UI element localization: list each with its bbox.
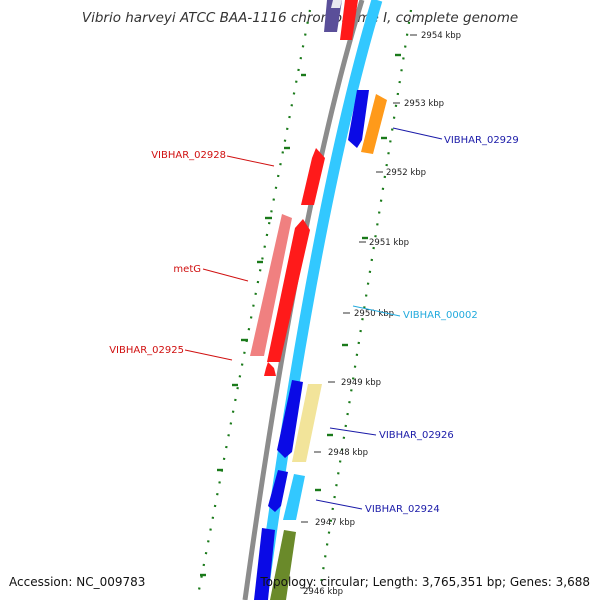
scale-label-2954: 2954 kbp bbox=[421, 31, 461, 41]
cds-lightblue bbox=[283, 474, 305, 520]
scale-label-2946: 2946 kbp bbox=[303, 587, 343, 597]
scale-label-2950: 2950 kbp bbox=[354, 309, 394, 319]
scale-label-2949: 2949 kbp bbox=[341, 378, 381, 388]
scale-label-2953: 2953 kbp bbox=[404, 99, 444, 109]
label-leaders bbox=[184, 127, 443, 510]
scale-label-2948: 2948 kbp bbox=[328, 448, 368, 458]
gene-label-vibhar-00002[interactable]: VIBHAR_00002 bbox=[403, 310, 478, 321]
gene-label-vibhar-02925[interactable]: VIBHAR_02925 bbox=[109, 345, 184, 356]
gc-skew-bars bbox=[200, 53, 401, 577]
scale-label-2947: 2947 kbp bbox=[315, 518, 355, 528]
gc-track bbox=[197, 9, 413, 591]
scale-label-2952: 2952 kbp bbox=[386, 168, 426, 178]
cds-orange bbox=[361, 94, 387, 154]
forward-cds-blue bbox=[254, 90, 369, 600]
gene-label-vibhar-02928[interactable]: VIBHAR_02928 bbox=[151, 150, 226, 161]
scale-label-2951: 2951 kbp bbox=[369, 238, 409, 248]
genome-summary: Topology: circular; Length: 3,765,351 bp… bbox=[260, 575, 590, 589]
gene-label-metg[interactable]: metG bbox=[173, 264, 201, 275]
cds-yellow bbox=[292, 384, 322, 462]
scale-ticks bbox=[301, 34, 417, 523]
cds-olive bbox=[270, 530, 296, 600]
gene-label-vibhar-02924[interactable]: VIBHAR_02924 bbox=[365, 504, 440, 515]
cds-white-gap bbox=[331, 0, 342, 8]
gene-label-vibhar-02929[interactable]: VIBHAR_02929 bbox=[444, 135, 519, 146]
reverse-cds bbox=[264, 0, 358, 376]
cds-pink bbox=[250, 214, 292, 356]
gene-label-vibhar-02926[interactable]: VIBHAR_02926 bbox=[379, 430, 454, 441]
accession-text: Accession: NC_009783 bbox=[9, 575, 146, 589]
